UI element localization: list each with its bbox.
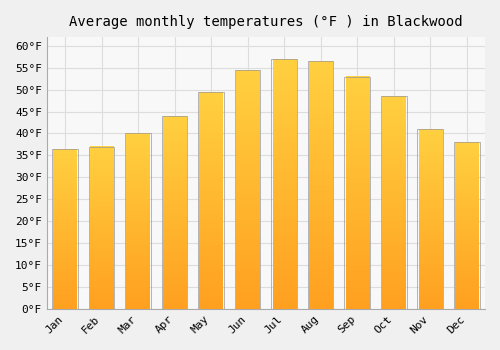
- Bar: [198, 92, 224, 309]
- Bar: [308, 61, 334, 309]
- Bar: [308, 61, 334, 309]
- Bar: [52, 149, 78, 309]
- Bar: [126, 133, 151, 309]
- Bar: [126, 133, 151, 309]
- Bar: [344, 77, 370, 309]
- Title: Average monthly temperatures (°F ) in Blackwood: Average monthly temperatures (°F ) in Bl…: [69, 15, 462, 29]
- Bar: [381, 96, 406, 309]
- Bar: [418, 129, 443, 309]
- Bar: [235, 70, 260, 309]
- Bar: [162, 116, 188, 309]
- Bar: [344, 77, 370, 309]
- Bar: [52, 149, 78, 309]
- Bar: [272, 59, 297, 309]
- Bar: [235, 70, 260, 309]
- Bar: [454, 142, 479, 309]
- Bar: [162, 116, 188, 309]
- Bar: [454, 142, 479, 309]
- Bar: [272, 59, 297, 309]
- Bar: [381, 96, 406, 309]
- Bar: [418, 129, 443, 309]
- Bar: [89, 147, 114, 309]
- Bar: [198, 92, 224, 309]
- Bar: [89, 147, 114, 309]
